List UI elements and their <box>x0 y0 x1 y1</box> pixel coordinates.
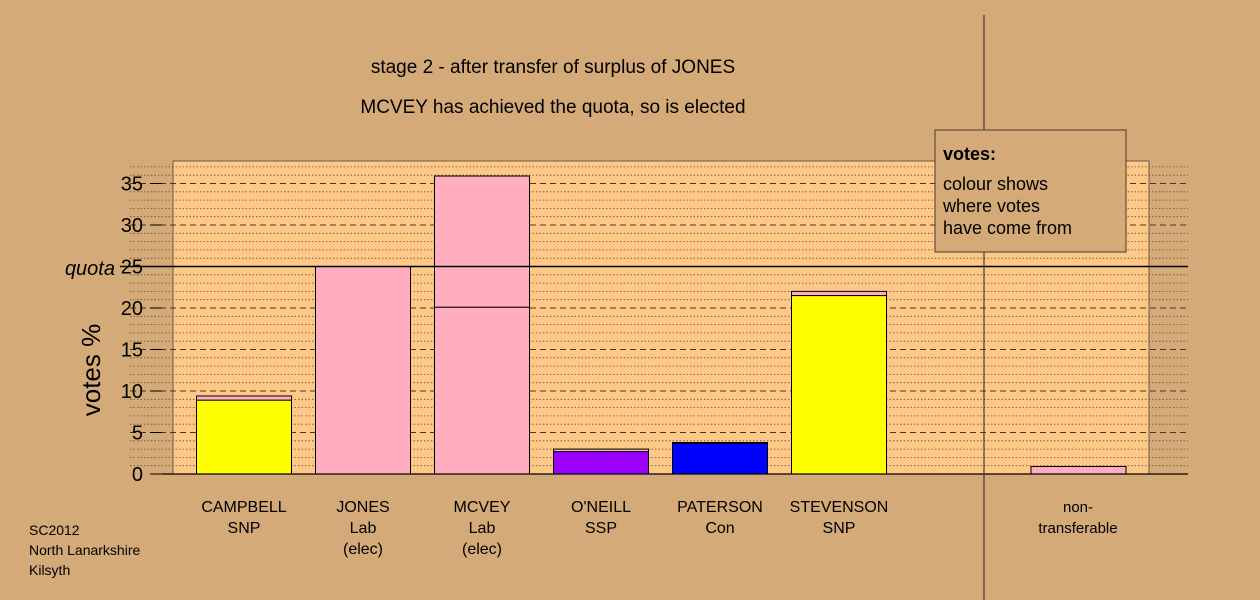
y-tick-label: 20 <box>121 298 143 320</box>
bar-group <box>434 175 530 475</box>
bar-segment <box>315 266 411 475</box>
x-tick-label: PATERSON <box>677 499 763 516</box>
y-tick-label: 25 <box>121 257 143 279</box>
y-tick-label: 10 <box>121 381 143 403</box>
y-tick-label: 5 <box>132 423 143 445</box>
x-tick-label: CAMPBELL <box>201 499 286 516</box>
bar-segment <box>672 441 768 444</box>
footer-line: North Lanarkshire <box>29 542 140 558</box>
x-tick-label: STEVENSON <box>790 499 889 516</box>
y-axis-label: votes % <box>76 324 106 417</box>
bar-group <box>315 266 411 475</box>
bar-segment <box>196 399 292 475</box>
bar-segment <box>672 442 768 475</box>
bar-group <box>553 448 649 475</box>
x-tick-label: O'NEILL <box>571 499 631 516</box>
x-tick-label: non- <box>1063 499 1093 516</box>
chart-title: stage 2 - after transfer of surplus of J… <box>371 57 735 78</box>
bar-segment <box>791 295 887 475</box>
x-tick-label: SNP <box>823 520 856 537</box>
x-tick-label: SNP <box>228 520 261 537</box>
x-tick-label: Con <box>705 520 734 537</box>
legend-line: have come from <box>943 218 1072 238</box>
x-tick-label: (elec) <box>343 541 383 558</box>
bar-group <box>196 395 292 475</box>
bar-group <box>672 441 768 475</box>
footer-line: SC2012 <box>29 522 80 538</box>
y-tick-label: 15 <box>121 340 143 362</box>
x-tick-label: (elec) <box>462 541 502 558</box>
x-tick-label: JONES <box>336 499 389 516</box>
bar-group <box>791 290 887 475</box>
footer-line: Kilsyth <box>29 562 70 578</box>
x-axis-labels: CAMPBELL SNP JONES Lab (elec) MCVEY Lab (elec) O… <box>201 499 1117 558</box>
y-axis: 0 5 10 15 20 25 30 35 <box>121 174 162 486</box>
x-tick-label: SSP <box>585 520 617 537</box>
y-tick-label: 0 <box>132 464 143 486</box>
bar-segment <box>434 306 530 475</box>
x-tick-label: Lab <box>469 520 496 537</box>
bar-segment <box>553 451 649 475</box>
quota-label: quota <box>65 258 115 280</box>
bar-segment <box>196 395 292 401</box>
legend: votes: colour shows where votes have com… <box>934 129 1127 253</box>
x-tick-label: Lab <box>350 520 377 537</box>
y-tick-label: 30 <box>121 215 143 237</box>
x-tick-label: transferable <box>1038 520 1117 537</box>
x-tick-label: MCVEY <box>454 499 511 516</box>
legend-box <box>934 129 1127 253</box>
chart-subtitle: MCVEY has achieved the quota, so is elec… <box>360 97 745 118</box>
bars <box>120 175 1188 475</box>
bar-segment <box>791 290 887 297</box>
bar-segment <box>434 175 530 308</box>
legend-line: colour shows <box>943 174 1048 194</box>
legend-line: where votes <box>942 196 1040 216</box>
legend-title: votes: <box>943 144 996 164</box>
y-tick-label: 35 <box>121 174 143 196</box>
bar-nontransferable <box>1030 466 1127 475</box>
bar-segment <box>553 448 649 453</box>
